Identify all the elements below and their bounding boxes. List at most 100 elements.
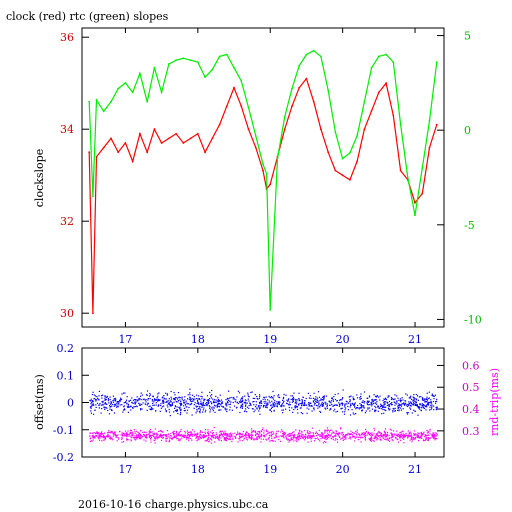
data-point-offset xyxy=(221,405,223,407)
data-point-offset xyxy=(413,394,415,396)
data-point-rnd-trip xyxy=(158,436,160,439)
data-point-rnd-trip xyxy=(121,436,123,438)
data-point-offset xyxy=(300,412,302,414)
data-point-offset xyxy=(430,402,432,404)
data-point-rnd-trip xyxy=(165,439,167,441)
data-point-clock xyxy=(341,174,344,177)
data-point-offset xyxy=(90,412,92,414)
y2-tick-label: 5 xyxy=(464,30,471,43)
data-point-offset xyxy=(369,410,371,412)
data-point-offset xyxy=(308,397,311,399)
data-point-rnd-trip xyxy=(242,435,244,437)
data-point-offset xyxy=(397,405,399,407)
data-point-offset xyxy=(312,401,315,403)
data-point-offset xyxy=(400,405,403,407)
data-point-rnd-trip xyxy=(380,434,382,436)
data-point-offset xyxy=(121,393,123,395)
data-point-offset xyxy=(248,396,250,398)
data-point-rtc xyxy=(265,172,268,175)
data-point-offset xyxy=(183,405,185,407)
slopes-plot-frame xyxy=(81,27,445,328)
data-point-rnd-trip xyxy=(246,431,248,433)
data-point-offset xyxy=(306,412,308,414)
data-point-rnd-trip xyxy=(125,432,127,434)
data-point-offset xyxy=(385,406,387,408)
data-point-rnd-trip xyxy=(159,433,162,435)
data-point-rnd-trip xyxy=(283,433,285,436)
data-point-offset xyxy=(101,408,103,410)
data-point-offset xyxy=(334,393,336,396)
data-point-rnd-trip xyxy=(375,433,378,435)
data-point-rnd-trip xyxy=(195,433,197,435)
data-point-offset xyxy=(289,404,291,406)
data-point-offset xyxy=(97,397,99,399)
data-point-rnd-trip xyxy=(117,437,119,439)
data-point-rnd-trip xyxy=(348,437,350,439)
data-point-clock xyxy=(291,105,293,108)
data-point-offset xyxy=(104,408,106,410)
data-point-rnd-trip xyxy=(111,437,113,439)
data-point-rnd-trip xyxy=(420,434,422,436)
data-point-rnd-trip xyxy=(136,430,138,432)
data-point-rnd-trip xyxy=(147,433,149,436)
data-point-rnd-trip xyxy=(413,430,415,432)
data-point-offset xyxy=(221,401,223,403)
data-point-rnd-trip xyxy=(355,430,357,433)
data-point-offset xyxy=(385,399,387,401)
data-point-rnd-trip xyxy=(174,435,176,437)
y2-tick-label: 0 xyxy=(464,124,471,137)
data-point-offset xyxy=(239,411,241,414)
data-point-rnd-trip xyxy=(155,438,157,440)
data-point-rnd-trip xyxy=(139,437,141,439)
data-point-rnd-trip xyxy=(330,434,332,436)
data-point-offset xyxy=(384,401,386,403)
data-point-offset xyxy=(172,402,174,404)
data-point-rnd-trip xyxy=(170,435,172,437)
data-point-offset xyxy=(355,413,357,415)
data-point-offset xyxy=(374,409,376,411)
data-point-rnd-trip xyxy=(202,434,204,436)
data-point-rnd-trip xyxy=(332,436,334,438)
data-point-offset xyxy=(276,404,278,406)
data-point-offset xyxy=(219,394,221,396)
data-point-offset xyxy=(134,401,136,403)
data-point-offset xyxy=(213,404,216,406)
data-point-rnd-trip xyxy=(166,430,169,432)
data-point-offset xyxy=(212,398,214,400)
y-tick-label: -0.1 xyxy=(53,424,74,437)
y2-tick-label: -5 xyxy=(464,219,475,232)
data-point-offset xyxy=(374,399,376,401)
data-point-offset xyxy=(204,411,206,413)
data-point-rnd-trip xyxy=(380,433,383,435)
data-point-offset xyxy=(322,403,324,405)
data-point-rnd-trip xyxy=(288,441,290,443)
data-point-rnd-trip xyxy=(349,433,351,435)
data-point-rnd-trip xyxy=(308,436,310,438)
data-point-offset xyxy=(377,410,379,412)
data-point-offset xyxy=(249,403,251,405)
data-point-rnd-trip xyxy=(134,436,136,439)
data-point-offset xyxy=(326,405,328,407)
data-point-offset xyxy=(184,396,186,398)
data-point-offset xyxy=(203,407,205,409)
data-point-offset xyxy=(157,399,159,401)
data-point-rnd-trip xyxy=(391,439,393,441)
data-point-rnd-trip xyxy=(369,434,371,436)
data-point-offset xyxy=(145,401,147,403)
data-point-clock xyxy=(377,91,380,94)
data-point-offset xyxy=(123,408,126,410)
y2-tick-label: 0.3 xyxy=(462,425,480,438)
data-point-rnd-trip xyxy=(407,430,409,432)
data-point-offset xyxy=(255,401,257,403)
data-point-rnd-trip xyxy=(184,430,186,432)
data-point-rnd-trip xyxy=(154,432,156,434)
data-point-rnd-trip xyxy=(271,433,273,435)
y-tick-label: 0 xyxy=(67,397,74,410)
data-point-rnd-trip xyxy=(157,437,159,439)
data-point-offset xyxy=(424,400,426,402)
data-point-offset xyxy=(421,406,423,408)
data-point-offset xyxy=(98,407,100,409)
data-point-offset xyxy=(405,400,407,402)
data-point-offset xyxy=(314,398,316,400)
data-point-rnd-trip xyxy=(210,435,212,437)
